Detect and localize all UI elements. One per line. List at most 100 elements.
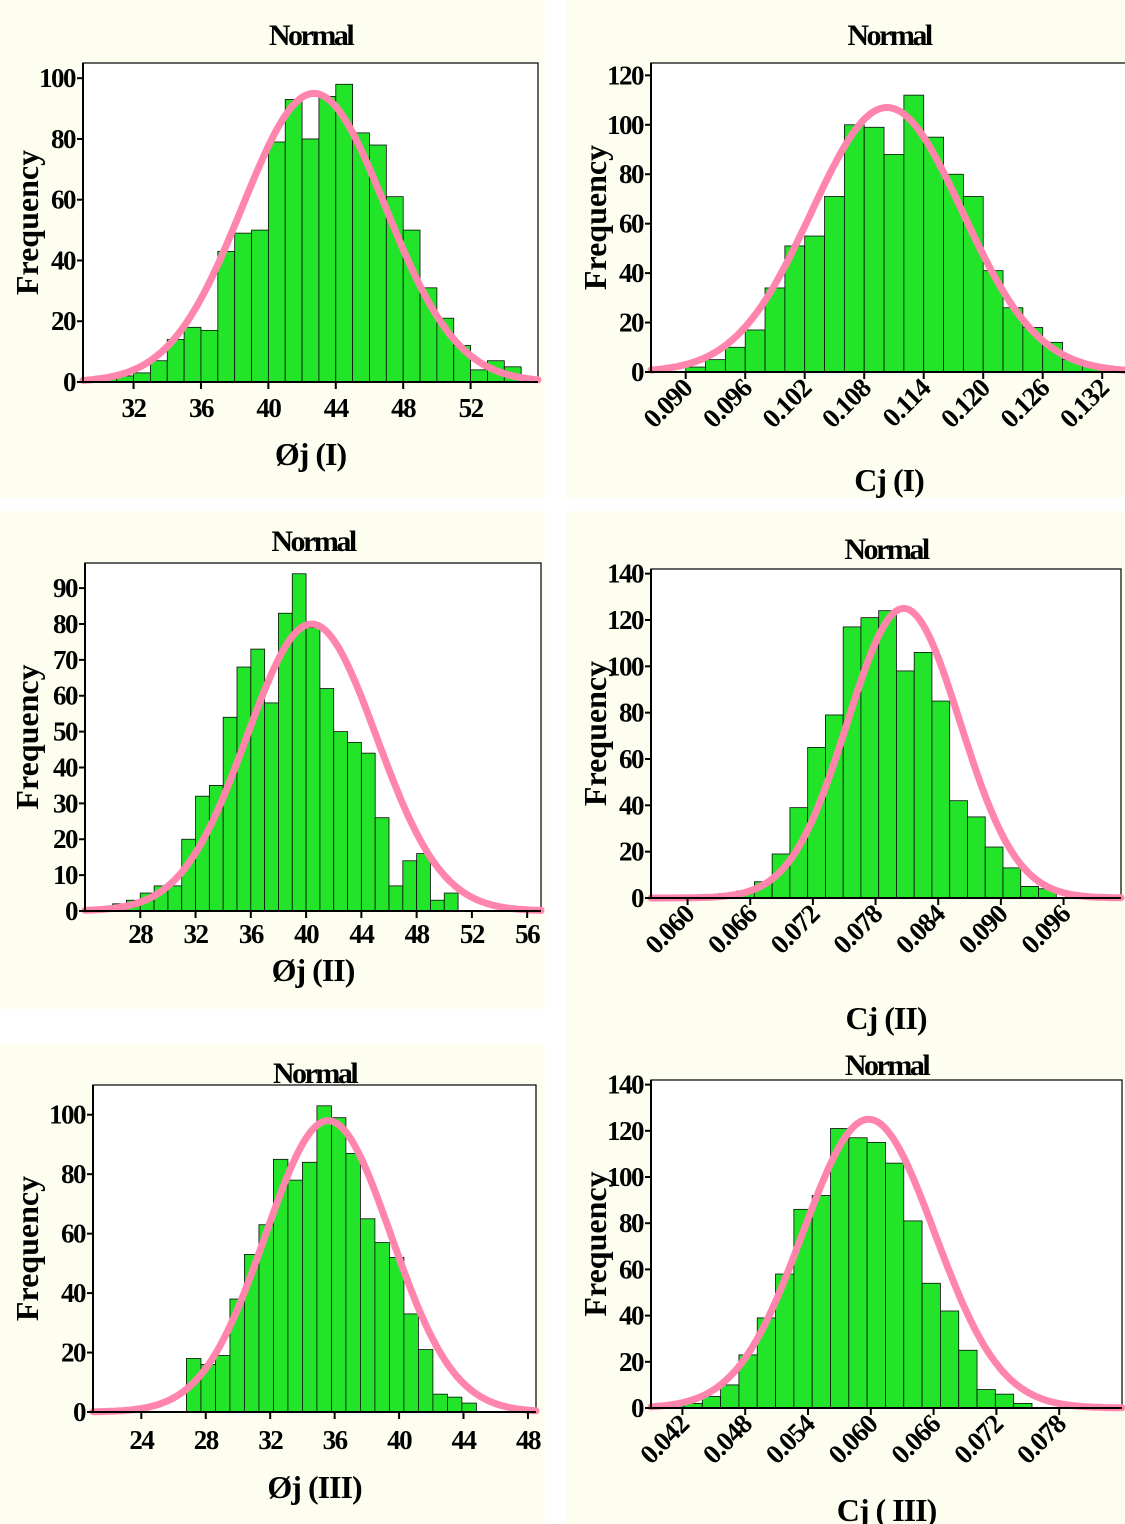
histogram-bar: [896, 670, 915, 899]
histogram-bar: [234, 232, 252, 383]
chart-panel-c-3: 0 20 40 60 80 100 120 140 0.042 0.048 0.054 0.060 0.…: [566, 1043, 1125, 1524]
histogram-bar: [360, 1218, 376, 1413]
histogram-bar: [430, 899, 445, 912]
histogram-bar: [1002, 867, 1022, 899]
histogram-bar: [967, 816, 986, 899]
y-tick-label: 80: [51, 124, 76, 154]
histogram-bar: [418, 1349, 434, 1413]
x-tick-label: 0.066: [702, 899, 763, 960]
y-tick-label: 0: [631, 1393, 644, 1423]
histogram-bar: [949, 800, 968, 899]
normal-fit-curve: [647, 104, 1125, 374]
x-tick-label: 48: [516, 1425, 541, 1455]
x-tick-label: 0.084: [890, 899, 951, 960]
y-tick-label: 0: [631, 883, 644, 913]
y-tick-label: 40: [61, 1278, 86, 1308]
histogram-bar: [470, 369, 488, 383]
histogram-bar: [903, 1220, 923, 1409]
y-axis-label: Frequency: [577, 1171, 613, 1316]
y-tick-label: 80: [619, 698, 644, 728]
x-tick-label: 0.042: [634, 1409, 695, 1470]
x-tick-label: 0.054: [760, 1409, 821, 1470]
histogram-bar: [331, 1117, 347, 1413]
y-tick-label: 80: [619, 159, 644, 189]
x-tick-label: 0.102: [756, 373, 817, 434]
histogram-bar: [830, 1128, 850, 1409]
chart-title: Normal: [847, 19, 932, 52]
y-tick-label: 100: [607, 1162, 644, 1192]
x-tick-label: 28: [194, 1425, 219, 1455]
x-tick-label: 0.120: [935, 373, 996, 434]
x-tick-label: 0.096: [697, 373, 758, 434]
histogram-bar: [921, 1282, 941, 1409]
chart-title: Normal: [273, 1057, 358, 1090]
normal-fit-curve: [81, 620, 545, 914]
histogram-bar: [236, 666, 252, 912]
y-tick-label: 20: [619, 1347, 644, 1377]
x-tick-label: 56: [515, 919, 540, 949]
histogram-bar: [347, 741, 362, 912]
histogram-svg: 0 20 40 60 80 100 32 36 40 44 48 52 Normal Øj (I) Freq…: [9, 19, 542, 472]
histogram-bar: [446, 1396, 463, 1413]
y-tick-label: 140: [607, 559, 644, 589]
y-tick-label: 20: [619, 308, 644, 338]
histogram-bar: [994, 1393, 1015, 1409]
x-tick-label: 44: [349, 919, 374, 949]
x-tick-label: 0.126: [994, 373, 1055, 434]
y-tick-label: 100: [607, 651, 644, 681]
y-tick-label: 0: [73, 1397, 86, 1427]
histogram-bar: [976, 1389, 996, 1409]
chart-panel-phi-3: 0 20 40 60 80 100 24 28 32 36 40 44 48 Normal Øj (III)…: [0, 1043, 545, 1524]
y-tick-label: 20: [53, 824, 78, 854]
histogram-bar: [215, 1355, 231, 1413]
x-tick-label: 36: [239, 919, 264, 949]
y-tick-label: 0: [65, 896, 78, 926]
x-tick-label: 0.072: [948, 1409, 1009, 1470]
chart-title: Normal: [269, 19, 354, 52]
histogram-bar: [267, 141, 286, 383]
x-tick-label: 0.096: [1015, 899, 1076, 960]
histogram-bar: [287, 1179, 303, 1413]
histogram-bar: [318, 96, 337, 383]
y-tick-label: 10: [53, 860, 78, 890]
x-tick-label: 40: [294, 919, 319, 949]
histogram-bar: [848, 1137, 868, 1409]
y-tick-label: 20: [61, 1338, 86, 1368]
histogram-bar: [913, 652, 933, 899]
normal-fit-curve: [79, 89, 542, 384]
histogram-bar: [301, 138, 320, 383]
x-tick-label: 0.060: [822, 1409, 883, 1470]
histogram-bar: [720, 1384, 740, 1409]
histogram-bar: [183, 326, 202, 383]
x-tick-label: 52: [459, 393, 484, 423]
x-tick-label: 0.090: [952, 899, 1013, 960]
x-axis-label: Cj ( III): [837, 1492, 937, 1524]
x-tick-label: 0.114: [876, 373, 936, 433]
x-tick-label: 28: [128, 919, 153, 949]
histogram-bar: [374, 1242, 390, 1413]
normal-fit-curve: [647, 604, 1125, 902]
histogram-bar: [389, 1257, 405, 1413]
histogram-bar: [866, 1141, 886, 1409]
histogram-bar: [461, 1402, 477, 1413]
histogram-bar: [374, 817, 390, 912]
y-tick-label: 100: [39, 63, 76, 93]
histogram-bar: [863, 126, 885, 373]
histogram-bar: [878, 610, 897, 899]
histogram-bar: [150, 360, 168, 383]
x-axis-label: Øj (III): [267, 1469, 362, 1505]
y-axis-label: Frequency: [9, 150, 45, 295]
histogram-bar: [804, 235, 825, 373]
chart-panel-c-1: 0 20 40 60 80 100 120 0.090 0.096 0.102 0.108 0.114…: [566, 0, 1125, 498]
y-tick-label: 100: [49, 1100, 86, 1130]
histogram-bar: [432, 1393, 448, 1413]
y-tick-label: 80: [619, 1208, 644, 1238]
y-tick-label: 30: [53, 788, 78, 818]
histogram-bar: [883, 154, 905, 373]
histogram-bar: [940, 1310, 960, 1409]
y-axis-label: Frequency: [577, 661, 613, 806]
y-tick-label: 80: [61, 1159, 86, 1189]
histogram-bar: [251, 229, 269, 383]
